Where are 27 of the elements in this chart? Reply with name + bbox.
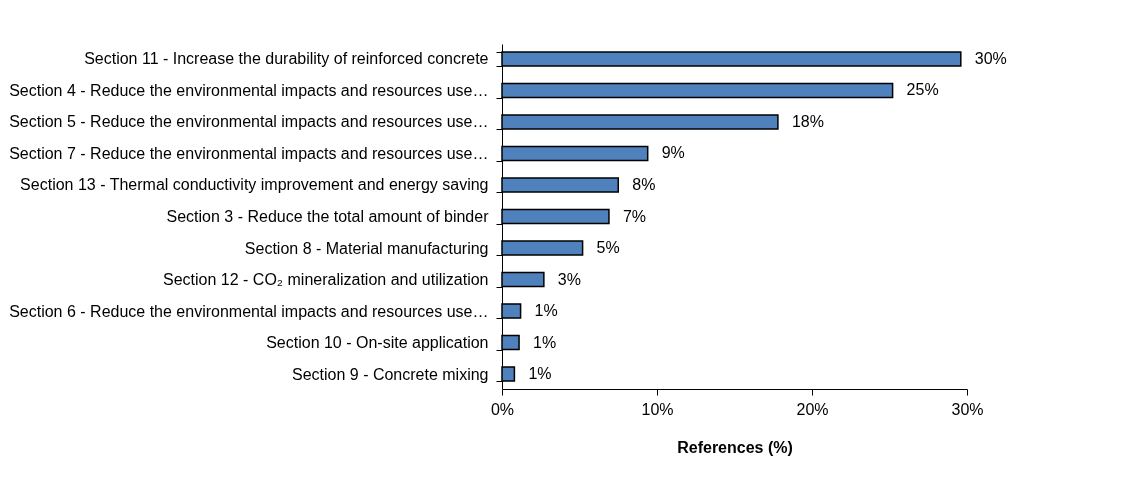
data-label: 18% [791,112,824,130]
y-tick-label: Section 7 - Reduce the environmental impacts and resources use… [9,144,489,162]
data-label: 9% [661,144,685,162]
x-tick-label: 0% [490,400,515,418]
x-tick-label: 30% [951,400,984,418]
y-tick-label: Section 6 - Reduce the environmental impacts and resources use… [9,302,489,320]
data-label: 8% [632,175,656,193]
data-label: 5% [596,239,620,257]
data-label: 3% [557,270,581,288]
y-tick-label: Section 13 - Thermal conductivity improvement and energy saving [20,176,489,194]
data-label: 7% [622,207,647,225]
x-axis-title: References (%) [677,438,793,456]
y-tick-label: Section 4 - Reduce the environmental impacts and resources use… [9,81,489,99]
data-label: 25% [906,81,939,99]
x-tick-label: 10% [641,400,674,418]
y-tick-label: Section 11 - Increase the durability of reinforced concrete [84,50,489,68]
y-tick-label: Section 8 - Material manufacturing [244,239,489,257]
y-tick-label: Section 9 - Concrete mixing [291,365,489,383]
data-label: 1% [533,333,557,351]
y-tick-label: Section 12 - CO₂ mineralization and utilization [163,271,489,289]
y-tick-label: Section 3 - Reduce the total amount of binder [166,208,490,225]
y-tick-label: Section 10 - On-site application [266,334,489,352]
x-tick-label: 20% [796,400,829,418]
data-label: 30% [974,49,1007,67]
data-label: 1% [534,302,558,320]
y-tick-label: Section 5 - Reduce the environmental impacts and resources use… [9,113,489,131]
data-label: 1% [528,365,552,383]
